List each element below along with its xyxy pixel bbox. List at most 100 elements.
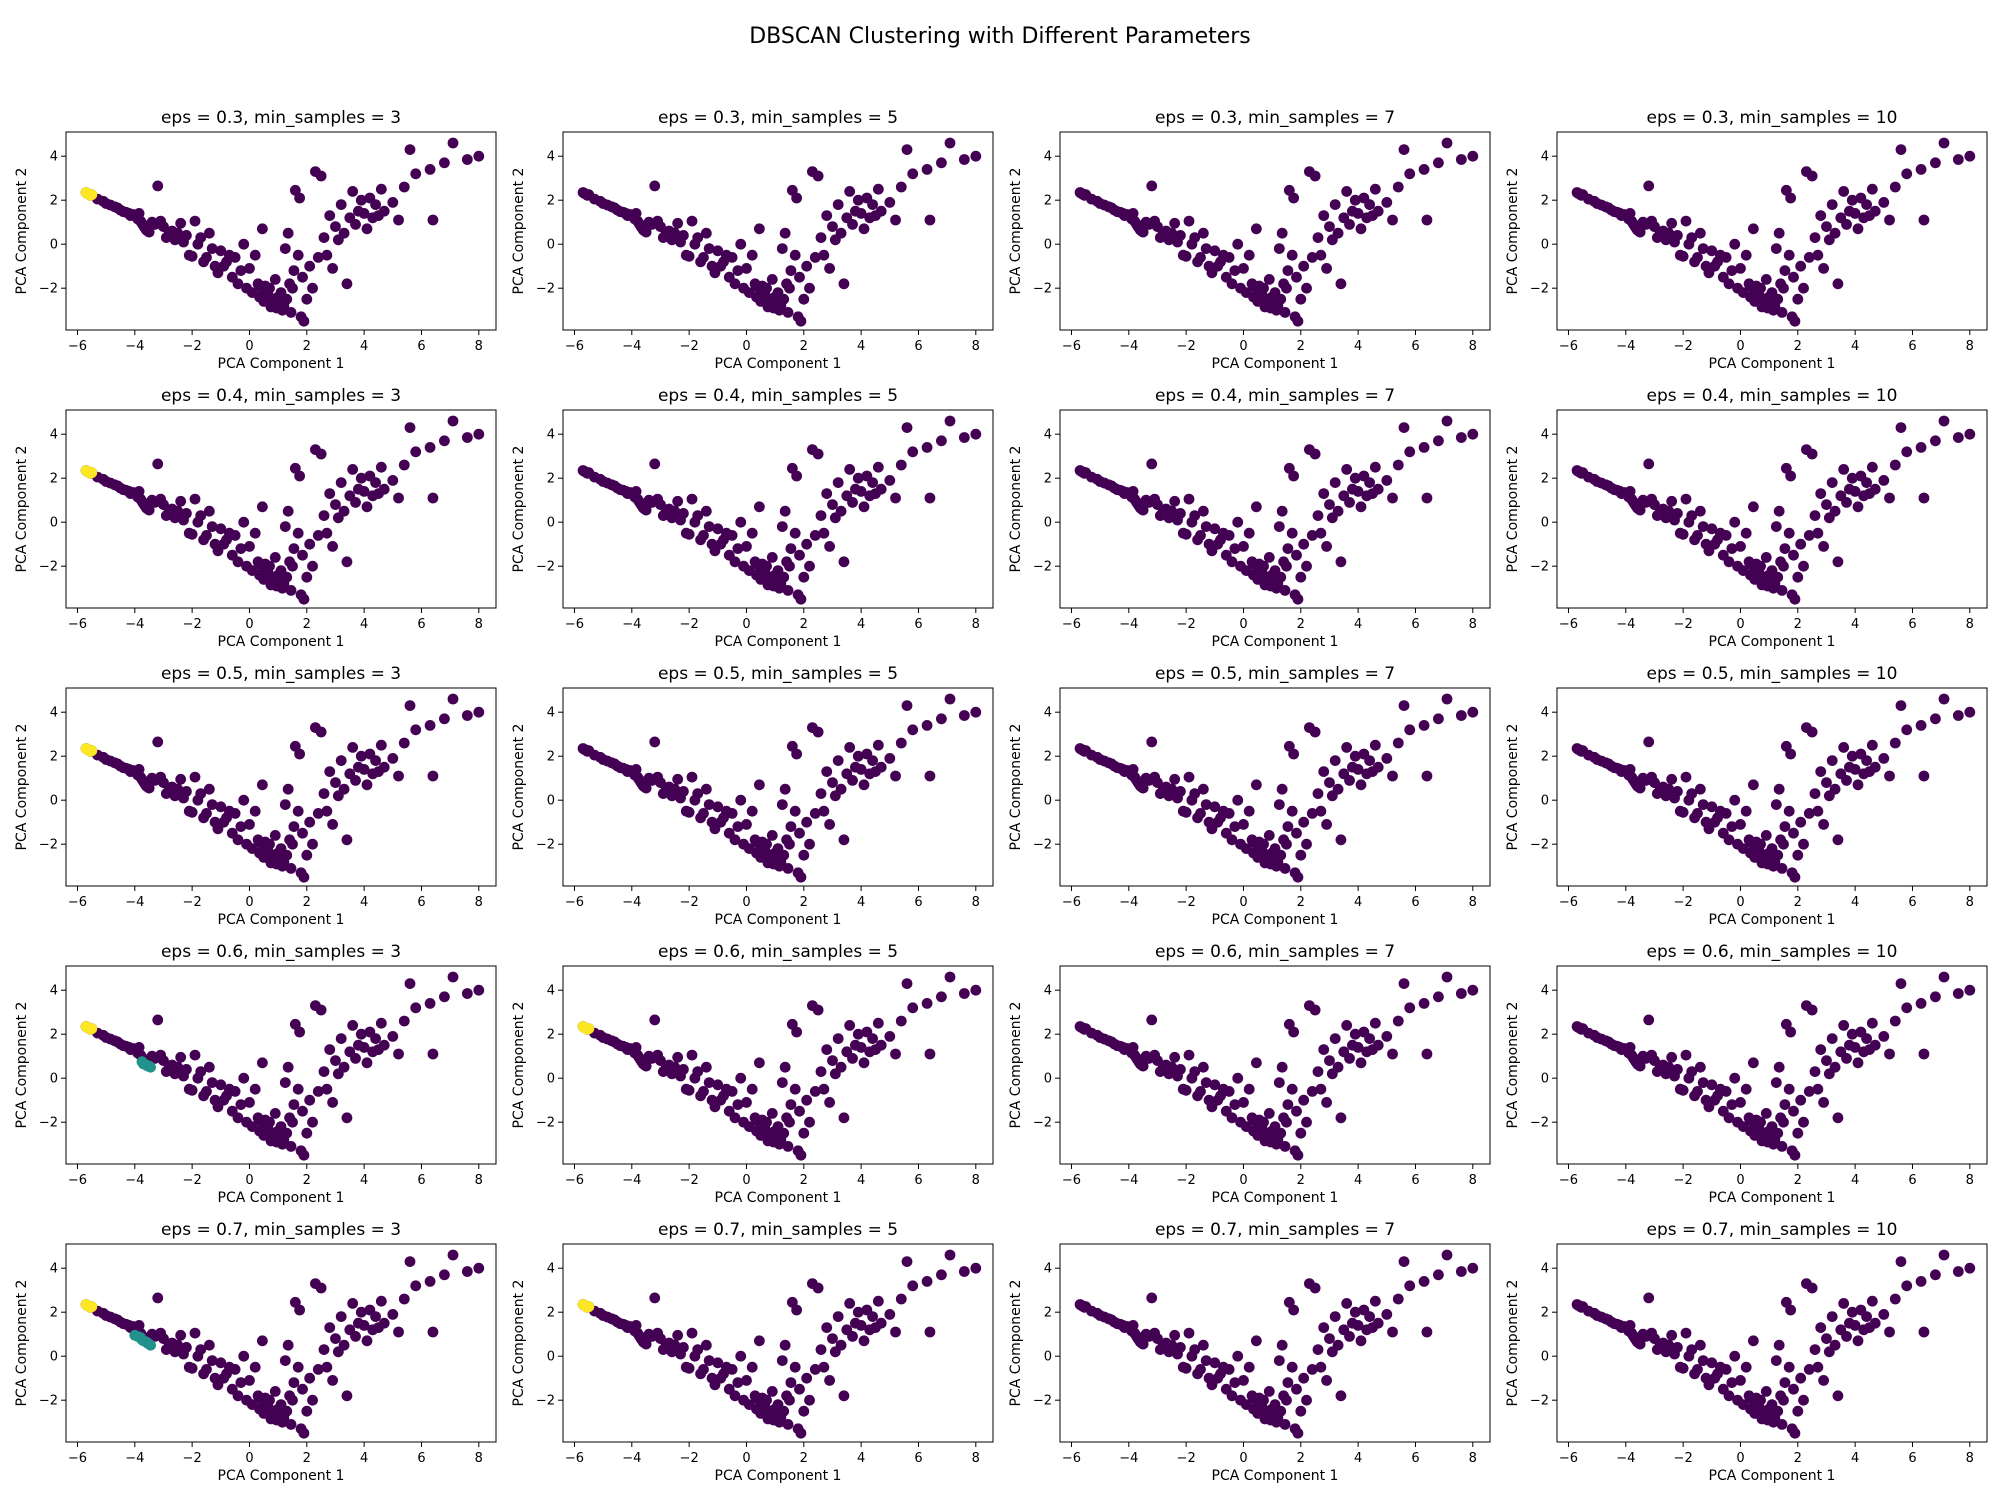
scatter-point — [804, 560, 815, 572]
y-tick-label: 0 — [547, 516, 555, 531]
scatter-point — [858, 223, 870, 235]
scatter-point — [669, 505, 681, 517]
scatter-point — [700, 1339, 712, 1351]
scatter-point — [347, 1020, 359, 1031]
scatter-point — [1263, 552, 1275, 563]
scatter-point — [335, 477, 347, 488]
y-tick-label: −2 — [39, 282, 58, 297]
scatter-point — [1795, 1094, 1807, 1106]
scatter-point — [264, 1394, 275, 1406]
scatter-point — [1169, 773, 1181, 785]
scatter-point — [818, 1083, 830, 1095]
scatter-point — [1175, 1342, 1186, 1353]
scatter-point — [1846, 1306, 1858, 1318]
subplot-title: eps = 0.4, min_samples = 7 — [1155, 386, 1395, 406]
subplot-11: eps = 0.5, min_samples = 7−6 −4 −2 0 2 4 6 8−20… — [1008, 664, 1491, 928]
scatter-point — [944, 971, 956, 983]
scatter-point — [238, 1072, 250, 1084]
scatter-point — [1901, 1002, 1913, 1014]
scatter-point — [1288, 470, 1300, 482]
scatter-point — [753, 1057, 765, 1069]
scatter-point — [1680, 1327, 1692, 1339]
scatter-point — [1421, 1326, 1433, 1338]
scatter-point — [1258, 560, 1269, 572]
x-tick-label: 0 — [742, 1451, 750, 1466]
scatter-point — [700, 783, 712, 795]
scatter-point — [1938, 693, 1950, 705]
scatter-point — [1821, 221, 1832, 233]
scatter-point — [370, 1311, 381, 1322]
scatter-point — [1232, 1350, 1244, 1362]
y-tick-label: 4 — [547, 150, 555, 165]
scatter-point — [785, 1377, 797, 1388]
y-axis-label: PCA Component 2 — [1505, 168, 1521, 295]
scatter-point — [726, 1086, 738, 1097]
scatter-point — [1355, 223, 1367, 235]
scatter-point — [1344, 497, 1355, 508]
scatter-point — [318, 1066, 330, 1077]
scatter-point — [1755, 560, 1766, 572]
subplot-6: eps = 0.4, min_samples = 5−6 −4 −2 0 2 4 6 8−20… — [511, 386, 994, 650]
scatter-point — [1826, 477, 1838, 488]
x-tick-label: −4 — [1119, 617, 1138, 632]
scatter-point — [1726, 265, 1738, 276]
x-tick-label: −4 — [1616, 895, 1635, 910]
x-axis-label: PCA Component 1 — [1709, 1190, 1836, 1206]
scatter-point — [1232, 1072, 1244, 1084]
scatter-point — [746, 1083, 758, 1095]
scatter-point — [970, 150, 982, 162]
scatter-point — [789, 805, 801, 817]
scatter-point — [1740, 805, 1752, 817]
x-axis-label: PCA Component 1 — [1212, 634, 1339, 650]
scatter-point — [1282, 1099, 1294, 1110]
scatter-point — [1209, 1357, 1221, 1369]
scatter-point — [1226, 1112, 1238, 1124]
scatter-point — [1286, 805, 1298, 817]
scatter-point — [801, 816, 813, 828]
scatter-point — [315, 1004, 327, 1016]
scatter-point — [924, 492, 936, 504]
scatter-point — [1183, 215, 1195, 227]
scatter-point — [1433, 991, 1444, 1003]
scatter-point — [1324, 1333, 1335, 1344]
scatter-point — [172, 505, 184, 517]
scatter-point — [1692, 1086, 1703, 1097]
scatter-point — [640, 1338, 652, 1350]
y-tick-label: −2 — [39, 560, 58, 575]
scatter-point — [287, 1116, 298, 1128]
scatter-point — [1680, 771, 1692, 783]
scatter-point — [703, 1077, 715, 1088]
scatter-point — [439, 1269, 450, 1281]
scatter-point — [1387, 214, 1398, 226]
y-tick-label: 2 — [1044, 1028, 1052, 1043]
scatter-point — [1952, 154, 1964, 165]
scatter-point — [1398, 978, 1410, 989]
scatter-point — [1318, 210, 1330, 222]
scatter-point — [1692, 252, 1703, 263]
x-tick-label: 2 — [800, 1451, 808, 1466]
scatter-point — [1729, 516, 1741, 528]
subplot-title: eps = 0.7, min_samples = 3 — [161, 1220, 401, 1240]
scatter-points — [1571, 1249, 1976, 1439]
scatter-point — [686, 493, 698, 505]
axes-frame — [562, 965, 994, 1165]
scatter-point — [791, 470, 803, 482]
scatter-point — [279, 1077, 291, 1088]
x-tick-label: 6 — [417, 1451, 425, 1466]
scatter-point — [1778, 1116, 1789, 1128]
scatter-point — [1723, 556, 1735, 568]
scatter-point — [872, 183, 884, 195]
scatter-point — [672, 217, 684, 229]
figure-title: DBSCAN Clustering with Different Paramet… — [749, 24, 1251, 49]
scatter-point — [1288, 1304, 1300, 1316]
x-tick-label: 4 — [857, 339, 865, 354]
scatter-point — [895, 459, 907, 471]
scatter-point — [1195, 252, 1206, 263]
x-tick-label: 4 — [360, 339, 368, 354]
x-tick-label: 6 — [914, 339, 922, 354]
scatter-point — [189, 215, 201, 227]
scatter-point — [1838, 1298, 1850, 1309]
scatter-point — [1884, 770, 1895, 782]
scatter-point — [1309, 1282, 1321, 1294]
